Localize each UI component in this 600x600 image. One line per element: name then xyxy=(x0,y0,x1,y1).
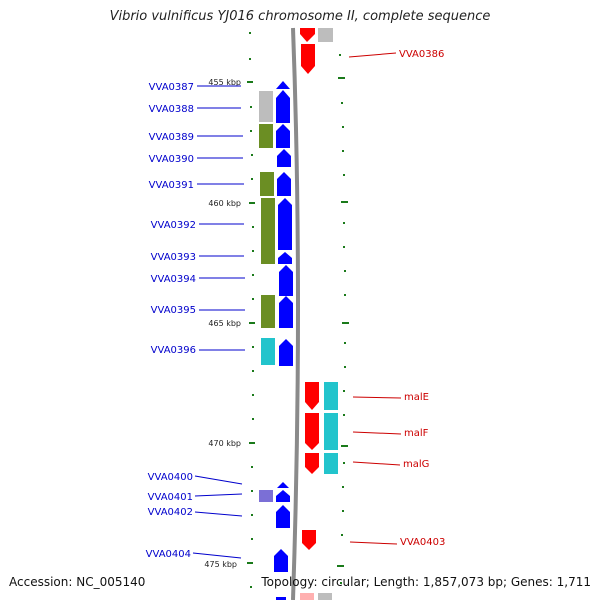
right-gene-labels: VVA0386 malE malF malG VVA0403 xyxy=(399,49,445,548)
map-title: Vibrio vulnificus YJ016 chromosome II, c… xyxy=(109,9,491,24)
gene-arrow-VVA0395[interactable] xyxy=(279,296,293,328)
gene-arrow-VVA0388[interactable] xyxy=(276,90,290,123)
gene-label-VVA0387[interactable]: VVA0387 xyxy=(149,82,194,93)
gene-arrow-VVA0404[interactable] xyxy=(274,549,288,572)
gene-arrow-malF[interactable] xyxy=(305,413,319,450)
gene-label-malG[interactable]: malG xyxy=(403,459,429,470)
gene-arrow-VVA0392[interactable] xyxy=(278,198,292,250)
gene-arrow-VVA0391[interactable] xyxy=(277,172,291,196)
gene-arrow-VVA0393[interactable] xyxy=(278,252,292,264)
gene-label-VVA0391[interactable]: VVA0391 xyxy=(149,180,194,191)
gene-arrow-VVA0400[interactable] xyxy=(277,482,289,488)
accession-text: Accession: NC_005140 xyxy=(9,575,146,589)
gene-arrow-VVA0402[interactable] xyxy=(276,505,290,528)
left-gene-labels: VVA0387 VVA0388 VVA0389 VVA0390 VVA0391 … xyxy=(146,82,196,560)
gene-arrow-top-partial[interactable] xyxy=(300,28,315,42)
gene-arrow-VVA0394[interactable] xyxy=(279,265,293,296)
ruler-label: 460 kbp xyxy=(208,199,241,208)
gene-arrow-VVA0401[interactable] xyxy=(276,490,290,502)
cog-track-cyan xyxy=(261,338,275,365)
gene-label-VVA0404[interactable]: VVA0404 xyxy=(146,549,191,560)
gene-label-malF[interactable]: malF xyxy=(404,428,429,439)
gene-label-VVA0390[interactable]: VVA0390 xyxy=(149,154,194,165)
gene-label-VVA0403[interactable]: VVA0403 xyxy=(400,537,445,548)
gene-arrow-bottom-partial[interactable] xyxy=(276,597,286,600)
cog-track-green xyxy=(261,198,275,264)
gene-label-VVA0392[interactable]: VVA0392 xyxy=(151,220,196,231)
cog-track-purple xyxy=(259,490,273,502)
gene-arrow-malE[interactable] xyxy=(305,382,319,410)
cog-track-cyan xyxy=(324,413,338,450)
right-leader-lines xyxy=(348,52,402,545)
cog-track-grey xyxy=(259,91,273,122)
gene-arrow-bottom-partial[interactable] xyxy=(300,593,314,600)
gene-arrow-VVA0390[interactable] xyxy=(277,149,291,167)
reverse-strand-genes xyxy=(300,28,338,600)
gene-label-VVA0396[interactable]: VVA0396 xyxy=(151,345,196,356)
cog-track-cyan xyxy=(324,382,338,410)
gene-arrow-VVA0387[interactable] xyxy=(276,81,290,89)
gene-label-malE[interactable]: malE xyxy=(404,392,429,403)
gene-label-VVA0389[interactable]: VVA0389 xyxy=(149,132,194,143)
ruler-label: 465 kbp xyxy=(208,319,241,328)
gene-arrow-VVA0389[interactable] xyxy=(276,124,290,148)
gene-label-VVA0386[interactable]: VVA0386 xyxy=(399,49,444,60)
ruler-label: 470 kbp xyxy=(208,439,241,448)
ruler-label: 475 kbp xyxy=(204,560,237,569)
summary-text: Topology: circular; Length: 1,857,073 bp… xyxy=(261,575,591,589)
gene-label-VVA0401[interactable]: VVA0401 xyxy=(148,492,193,503)
gene-arrow-malG[interactable] xyxy=(305,453,319,474)
ruler-labels: 455 kbp 460 kbp 465 kbp 470 kbp 475 kbp xyxy=(204,78,241,569)
cog-track-green xyxy=(261,295,275,328)
forward-strand-genes xyxy=(259,81,293,600)
chromosome-backbone xyxy=(291,27,300,600)
gene-label-VVA0388[interactable]: VVA0388 xyxy=(149,104,194,115)
gene-arrow-VVA0396[interactable] xyxy=(279,339,293,366)
left-leader-lines xyxy=(192,85,245,559)
cog-track-cyan xyxy=(324,453,338,474)
cog-track-grey xyxy=(318,28,333,42)
gene-arrow-VVA0403[interactable] xyxy=(302,530,316,550)
gene-label-VVA0394[interactable]: VVA0394 xyxy=(151,274,196,285)
cog-track-grey xyxy=(318,593,332,600)
cog-track-green xyxy=(259,124,273,148)
ruler-label: 455 kbp xyxy=(208,78,241,87)
cog-track-green xyxy=(260,172,274,196)
scale-ticks xyxy=(247,32,349,588)
gene-label-VVA0402[interactable]: VVA0402 xyxy=(148,507,193,518)
gene-label-VVA0395[interactable]: VVA0395 xyxy=(151,305,196,316)
gene-arrow-VVA0386[interactable] xyxy=(301,44,315,74)
gene-label-VVA0400[interactable]: VVA0400 xyxy=(148,472,193,483)
gene-label-VVA0393[interactable]: VVA0393 xyxy=(151,252,196,263)
